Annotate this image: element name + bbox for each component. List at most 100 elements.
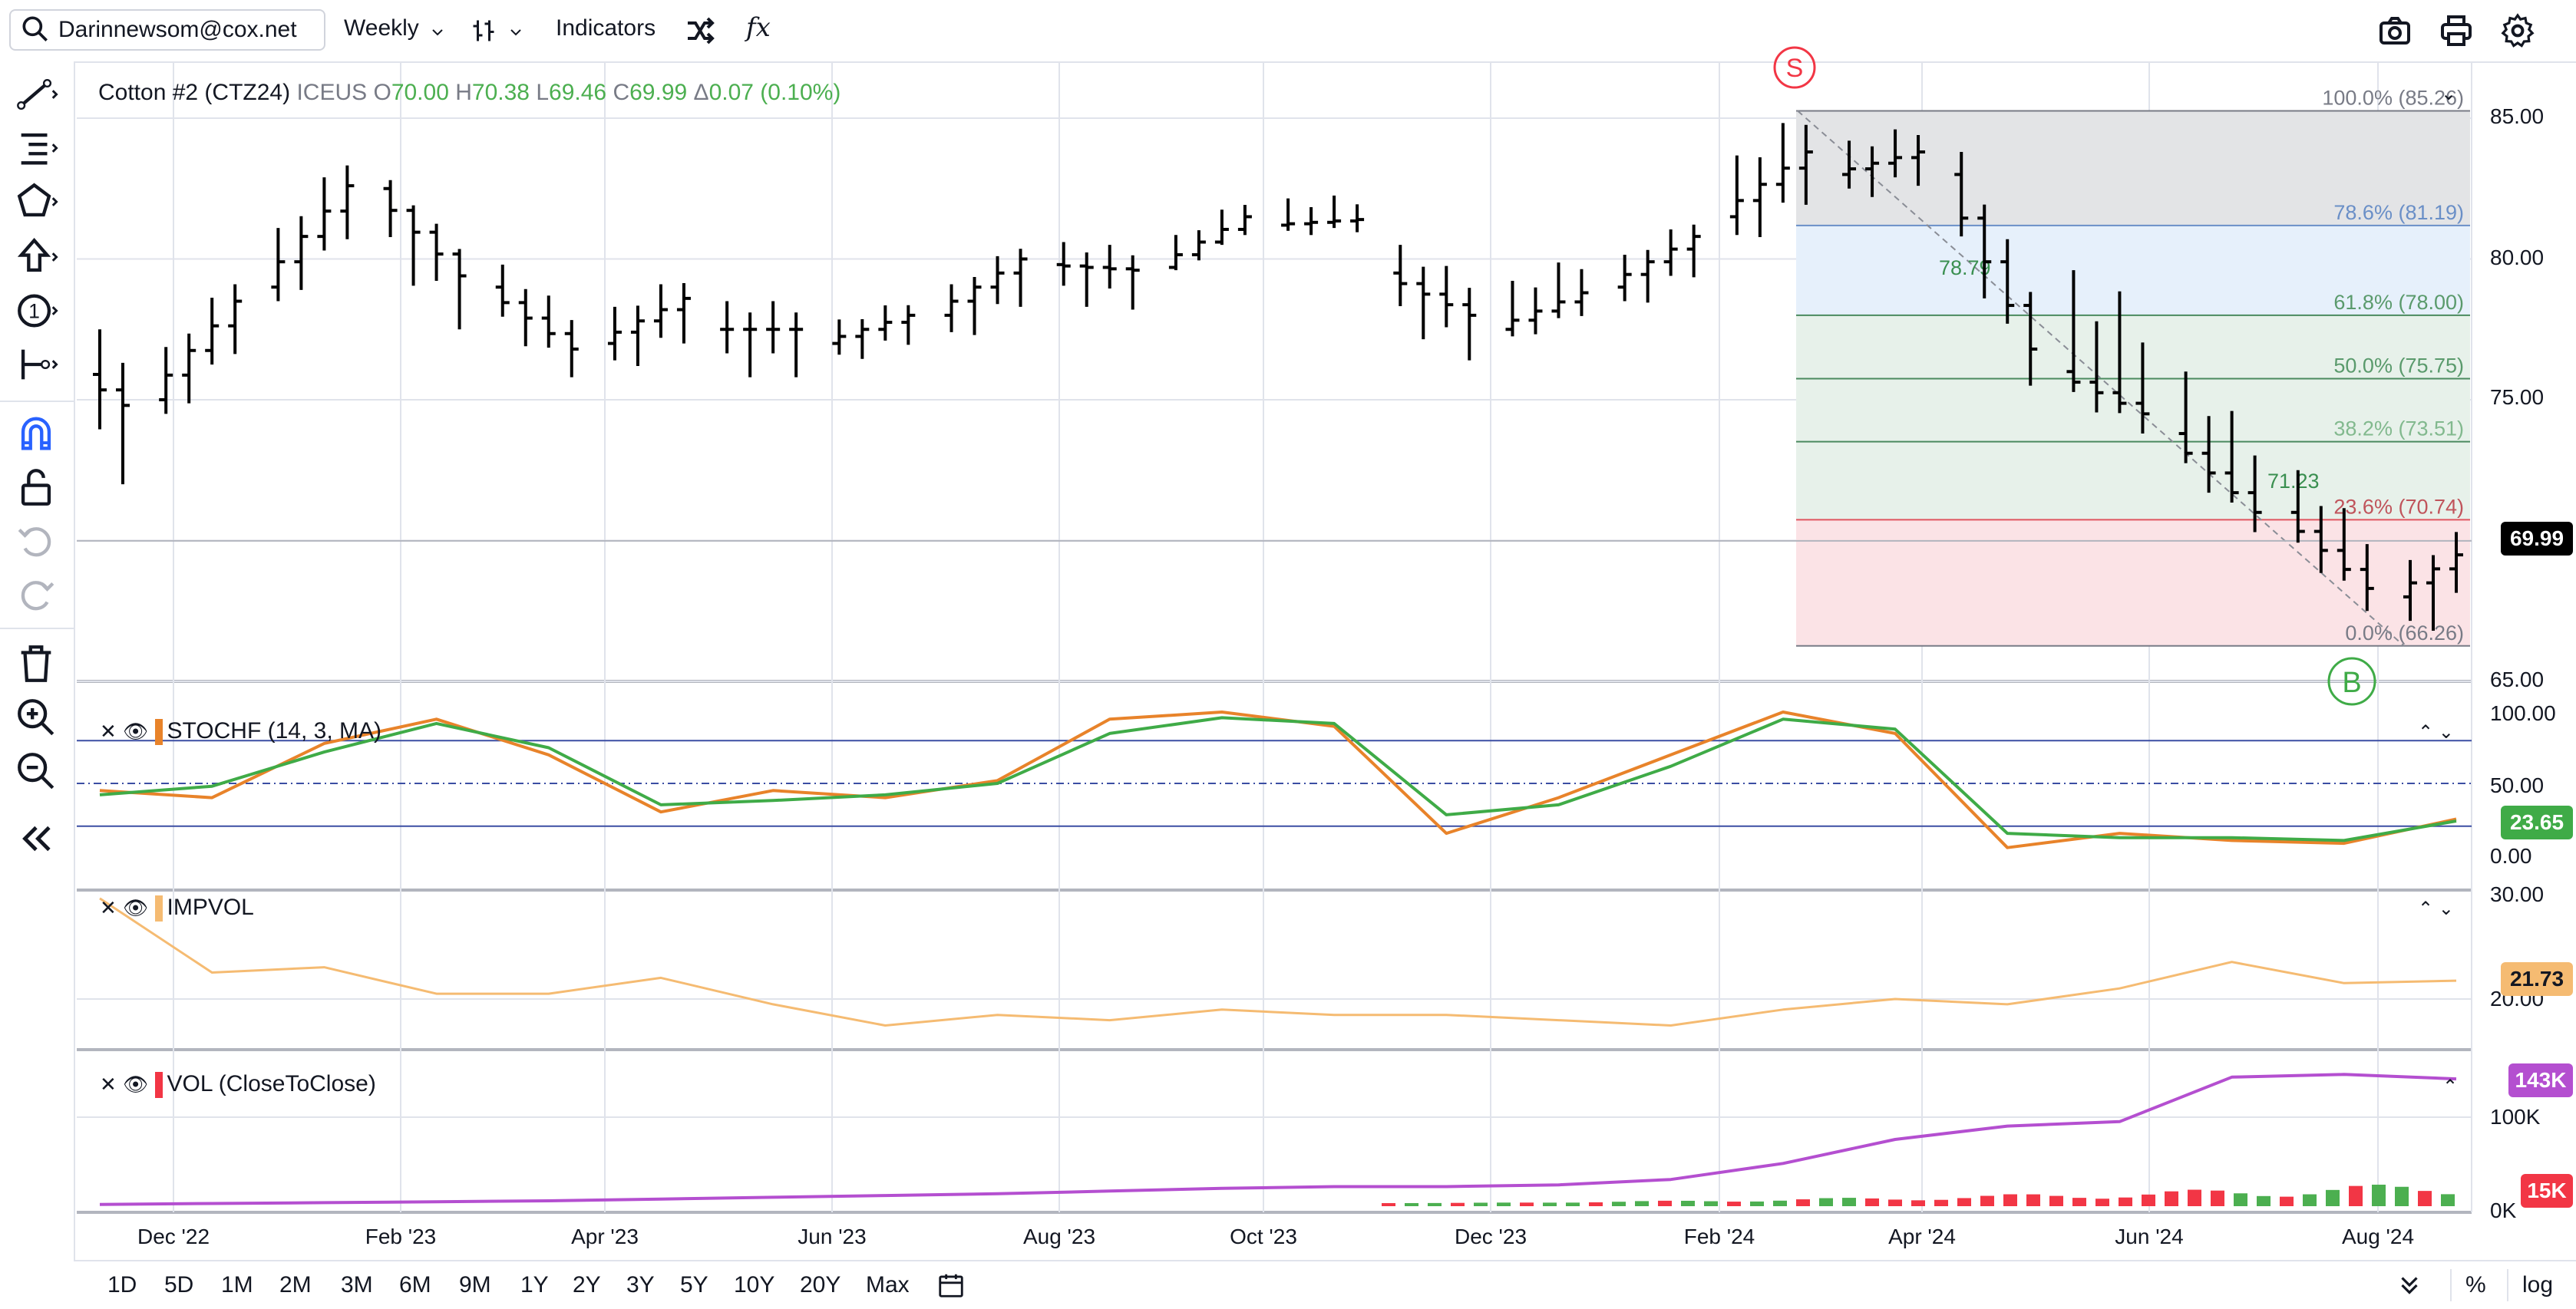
volume-bar	[2026, 1194, 2040, 1206]
eye-icon[interactable]: 👁	[123, 720, 149, 743]
volume-bar	[1520, 1202, 1534, 1206]
range-2m[interactable]: 2M	[279, 1272, 312, 1297]
time-axis-label: Jun '24	[2115, 1225, 2184, 1248]
volume-bar	[1681, 1200, 1695, 1206]
volume-bar	[2303, 1194, 2317, 1206]
pane-collapse-controls[interactable]: ⌄	[2441, 84, 2457, 104]
calendar-icon[interactable]	[936, 1271, 966, 1300]
percent-scale-button[interactable]: %	[2465, 1272, 2486, 1297]
trash-icon[interactable]	[14, 641, 58, 686]
range-1y[interactable]: 1Y	[520, 1272, 549, 1297]
range-5d[interactable]: 5D	[164, 1272, 194, 1297]
undo-icon[interactable]	[14, 519, 58, 563]
symbol-search-box[interactable]: Darinnewsom@cox.net	[9, 9, 325, 51]
bottom-divider	[2507, 1269, 2508, 1301]
unlock-icon[interactable]	[14, 465, 58, 509]
volume-bar	[1911, 1200, 1925, 1206]
volatility-line	[99, 1073, 2457, 1206]
range-6m[interactable]: 6M	[399, 1272, 431, 1297]
symbol-search-value: Darinnewsom@cox.net	[58, 17, 297, 42]
fib-level-label: 78.6% (81.19)	[2333, 201, 2464, 224]
stoch-axis-label: 100.00	[2490, 701, 2556, 725]
range-3y[interactable]: 3Y	[626, 1272, 655, 1297]
range-1d[interactable]: 1D	[107, 1272, 137, 1297]
scroll-to-latest-icon[interactable]	[2395, 1271, 2424, 1300]
zoom-in-icon[interactable]	[14, 695, 58, 740]
volume-bar	[2257, 1195, 2271, 1206]
bar-chart-type-icon	[473, 20, 494, 41]
shape-tool-icon[interactable]	[14, 180, 58, 224]
fib-zone	[1796, 225, 2470, 315]
volume-bar	[2418, 1191, 2432, 1206]
fib-level-label: 61.8% (78.00)	[2333, 291, 2464, 314]
zoom-out-icon[interactable]	[14, 749, 58, 793]
collapse-sidebar-icon[interactable]	[14, 816, 58, 861]
fib-tool-icon[interactable]	[14, 126, 58, 170]
close-icon[interactable]: ✕	[100, 896, 117, 919]
log-scale-button[interactable]: log	[2522, 1272, 2554, 1297]
compare-icon[interactable]	[682, 12, 718, 49]
volume-bar	[2349, 1185, 2363, 1206]
print-icon[interactable]	[2438, 12, 2475, 49]
trend-line-tool-icon[interactable]	[14, 72, 58, 117]
time-axis-label: Jun '23	[798, 1225, 867, 1248]
volume-bar	[2441, 1194, 2455, 1206]
range-2y[interactable]: 2Y	[573, 1272, 601, 1297]
close-icon[interactable]: ✕	[100, 1073, 117, 1096]
volume-bar	[2234, 1193, 2247, 1206]
volume-bar	[1382, 1203, 1395, 1206]
range-1m[interactable]: 1M	[221, 1272, 253, 1297]
volume-bar	[2188, 1189, 2201, 1206]
range-5y[interactable]: 5Y	[680, 1272, 708, 1297]
volume-bar	[1842, 1198, 1856, 1206]
volume-bar	[2142, 1194, 2155, 1206]
pane-collapse-controls[interactable]: ⌃ ⌄	[2418, 722, 2454, 743]
redo-icon[interactable]	[14, 572, 58, 617]
toolbar-divider	[0, 401, 74, 402]
indicators-button[interactable]: Indicators	[556, 15, 656, 41]
range-9m[interactable]: 9M	[459, 1272, 491, 1297]
range-bar: 1D 5D 1M 2M 3M 6M 9M 1Y 2Y 3Y 5Y 10Y 20Y…	[74, 1260, 2576, 1309]
pane-collapse-controls[interactable]: ⌃	[2442, 1077, 2459, 1097]
pane-collapse-controls[interactable]: ⌃ ⌄	[2418, 898, 2454, 919]
buy-signal-label: B	[2342, 667, 2361, 699]
impvol-color-swatch	[154, 895, 163, 922]
arrow-tool-icon[interactable]	[14, 235, 58, 279]
stoch-k-line	[99, 711, 2457, 849]
vol-axis-label: 0K	[2490, 1199, 2517, 1222]
close-icon[interactable]: ✕	[100, 720, 117, 743]
measure-tool-icon[interactable]	[14, 342, 58, 387]
volume-bar	[1451, 1202, 1465, 1206]
low-value: 69.46	[549, 80, 607, 105]
camera-icon[interactable]	[2376, 12, 2413, 49]
volume-bar	[2119, 1197, 2132, 1206]
stoch-axis-label: 0.00	[2490, 844, 2532, 868]
time-axis-label: Apr '24	[1888, 1225, 1956, 1248]
volume-bar	[2372, 1184, 2386, 1206]
vol-title: VOL (CloseToClose)	[167, 1071, 376, 1096]
range-20y[interactable]: 20Y	[800, 1272, 841, 1297]
volume-bar	[1796, 1199, 1810, 1206]
eye-icon[interactable]: 👁	[123, 896, 149, 919]
gear-icon[interactable]	[2499, 12, 2536, 49]
chart-type-dropdown[interactable]	[467, 0, 528, 61]
eye-icon[interactable]: 👁	[123, 1073, 149, 1096]
interval-dropdown[interactable]: Weekly	[344, 0, 451, 61]
fx-button[interactable]: fx	[746, 12, 771, 43]
range-3m[interactable]: 3M	[341, 1272, 373, 1297]
magnet-icon[interactable]	[14, 411, 58, 456]
range-max[interactable]: Max	[866, 1272, 910, 1297]
volume-bar	[1957, 1198, 1971, 1206]
price-axis-label: 85.00	[2490, 104, 2545, 128]
time-axis-label: Feb '23	[365, 1225, 437, 1248]
annotation-tool-icon[interactable]: 1	[14, 289, 58, 333]
fib-zone	[1796, 441, 2470, 520]
time-axis-label: Apr '23	[571, 1225, 639, 1248]
buy-signal-marker	[2327, 657, 2376, 706]
range-10y[interactable]: 10Y	[734, 1272, 775, 1297]
toolbar-divider	[0, 628, 74, 629]
price-axis-label: 65.00	[2490, 668, 2545, 691]
time-axis-label: Aug '24	[2341, 1225, 2415, 1248]
stoch-value-tag: 23.65	[2501, 806, 2573, 839]
